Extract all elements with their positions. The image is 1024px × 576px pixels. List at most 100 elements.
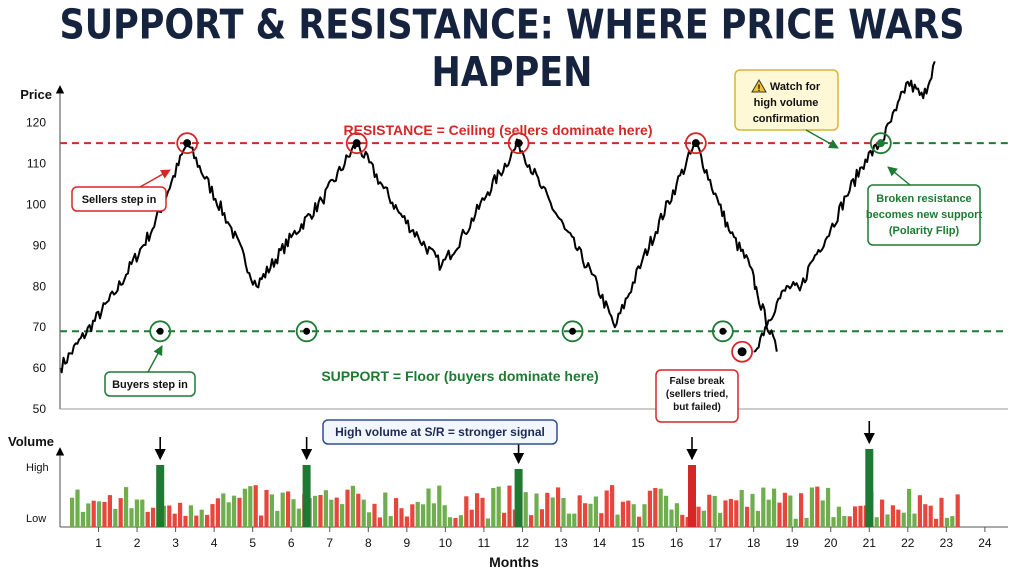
volume-bar <box>210 504 215 527</box>
volume-bar <box>113 508 118 527</box>
volume-bar <box>923 504 928 527</box>
volume-bar <box>350 485 355 527</box>
volume-bar <box>215 498 220 527</box>
volume-bar <box>345 489 350 527</box>
volume-bar <box>599 513 604 527</box>
sellers-note-text: Sellers step in <box>82 194 157 206</box>
volume-bar <box>836 506 841 527</box>
volume-bar <box>145 511 150 527</box>
volume-axis-label: Volume <box>8 434 54 449</box>
volume-bar <box>718 512 723 527</box>
volume-bar <box>75 489 80 527</box>
y-tick-label: 100 <box>26 198 46 212</box>
watch-note-text: high volume <box>754 97 819 109</box>
volume-bar <box>107 495 112 527</box>
volume-bar <box>469 509 474 527</box>
volume-spike-bar <box>302 465 311 527</box>
volume-bar <box>728 498 733 527</box>
touch-ring <box>869 132 892 155</box>
touch-dot <box>719 327 727 335</box>
volume-bar <box>426 488 431 527</box>
volume-bar <box>847 516 852 527</box>
volume-bar <box>372 503 377 527</box>
volume-note-box <box>322 419 558 445</box>
volume-bar <box>118 498 123 527</box>
volume-bar <box>97 501 102 527</box>
volume-bar <box>610 485 615 527</box>
volume-bar <box>745 506 750 527</box>
x-tick-label: 19 <box>786 536 800 550</box>
volume-bar <box>701 510 706 527</box>
volume-bar <box>664 495 669 527</box>
volume-bar <box>286 491 291 527</box>
polarity-note-arrow <box>887 166 911 186</box>
resistance-touch-marker <box>684 132 707 155</box>
touch-dot <box>514 139 523 148</box>
touch-ring <box>295 320 318 343</box>
x-tick-label: 23 <box>940 536 954 550</box>
volume-bar <box>572 513 577 527</box>
breakout-touch-marker <box>869 132 892 155</box>
volume-bar <box>464 496 469 527</box>
x-tick-label: 8 <box>365 536 372 550</box>
touch-dot <box>352 139 361 148</box>
volume-bar <box>950 516 955 527</box>
volume-bar <box>545 492 550 527</box>
volume-bar <box>458 515 463 527</box>
volume-bar <box>318 495 323 527</box>
x-tick-label: 5 <box>249 536 256 550</box>
volume-bar <box>480 497 485 527</box>
touch-dot <box>737 347 747 357</box>
watch-note-arrow <box>805 129 839 149</box>
volume-bar <box>80 511 85 527</box>
volume-bar <box>86 503 91 527</box>
volume-bar <box>194 515 199 527</box>
volume-bar <box>799 493 804 527</box>
support-label: SUPPORT = Floor (buyers dominate here) <box>321 368 598 384</box>
touch-dot <box>691 139 700 148</box>
volume-bar <box>291 499 296 527</box>
volume-spike-bar <box>688 465 696 527</box>
volume-bar <box>485 518 490 527</box>
volume-bar <box>804 517 809 527</box>
volume-bar <box>296 508 301 527</box>
y-tick-label: 50 <box>33 402 47 416</box>
volume-bar <box>928 505 933 527</box>
volume-bar <box>102 502 107 527</box>
volume-bar <box>788 495 793 527</box>
touch-ring <box>561 320 584 343</box>
volume-bar <box>912 513 917 527</box>
volume-bar <box>626 500 631 527</box>
volume-bar <box>793 518 798 527</box>
volume-bar <box>955 494 960 527</box>
price-series-1 <box>59 138 778 374</box>
volume-bar <box>167 505 172 527</box>
volume-spike-bar <box>514 469 523 527</box>
false-break-marker <box>731 340 753 363</box>
x-tick-label: 6 <box>288 536 295 550</box>
volume-bar <box>858 505 863 527</box>
volume-bar <box>442 505 447 527</box>
volume-bar <box>885 514 890 527</box>
volume-bar <box>183 515 188 527</box>
false-break-text: False break <box>669 376 724 387</box>
volume-bar <box>188 505 193 527</box>
volume-bar <box>658 488 663 527</box>
volume-bar <box>448 517 453 527</box>
volume-bar <box>539 509 544 527</box>
volume-bar <box>712 495 717 527</box>
volume-bar <box>329 499 334 527</box>
volume-bar <box>550 497 555 527</box>
volume-bar <box>782 492 787 527</box>
y-tick-label: 70 <box>33 320 47 334</box>
x-tick-label: 1 <box>95 536 102 550</box>
buyers-note-text: Buyers step in <box>112 379 188 391</box>
volume-bar <box>205 514 210 527</box>
volume-bar <box>674 503 679 527</box>
volume-bar <box>653 488 658 527</box>
volume-bar <box>431 503 436 527</box>
volume-bar <box>491 488 496 527</box>
touch-dot <box>303 327 311 335</box>
volume-bar <box>880 499 885 527</box>
